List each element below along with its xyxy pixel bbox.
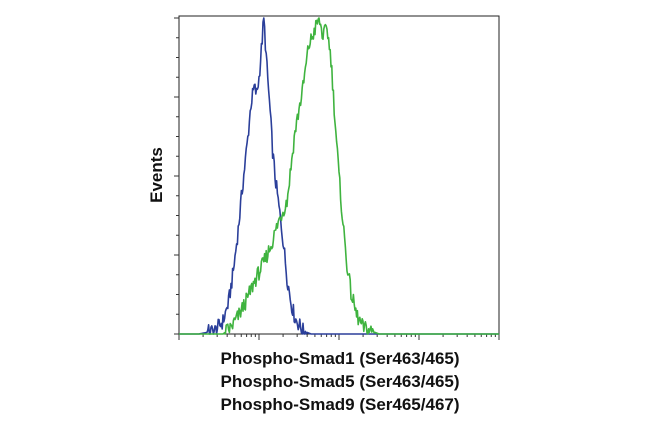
x-axis-label-line-3: Phospho-Smad9 (Ser465/467) xyxy=(220,395,459,414)
y-axis-label: Events xyxy=(147,147,166,203)
x-axis-label-line-1: Phospho-Smad1 (Ser463/465) xyxy=(220,349,459,368)
x-axis-label-line-2: Phospho-Smad5 (Ser463/465) xyxy=(220,372,459,391)
y-axis-ticks xyxy=(174,17,179,335)
histogram-series-2 xyxy=(179,17,500,335)
series-layer xyxy=(179,17,500,335)
x-axis-ticks xyxy=(178,334,500,340)
